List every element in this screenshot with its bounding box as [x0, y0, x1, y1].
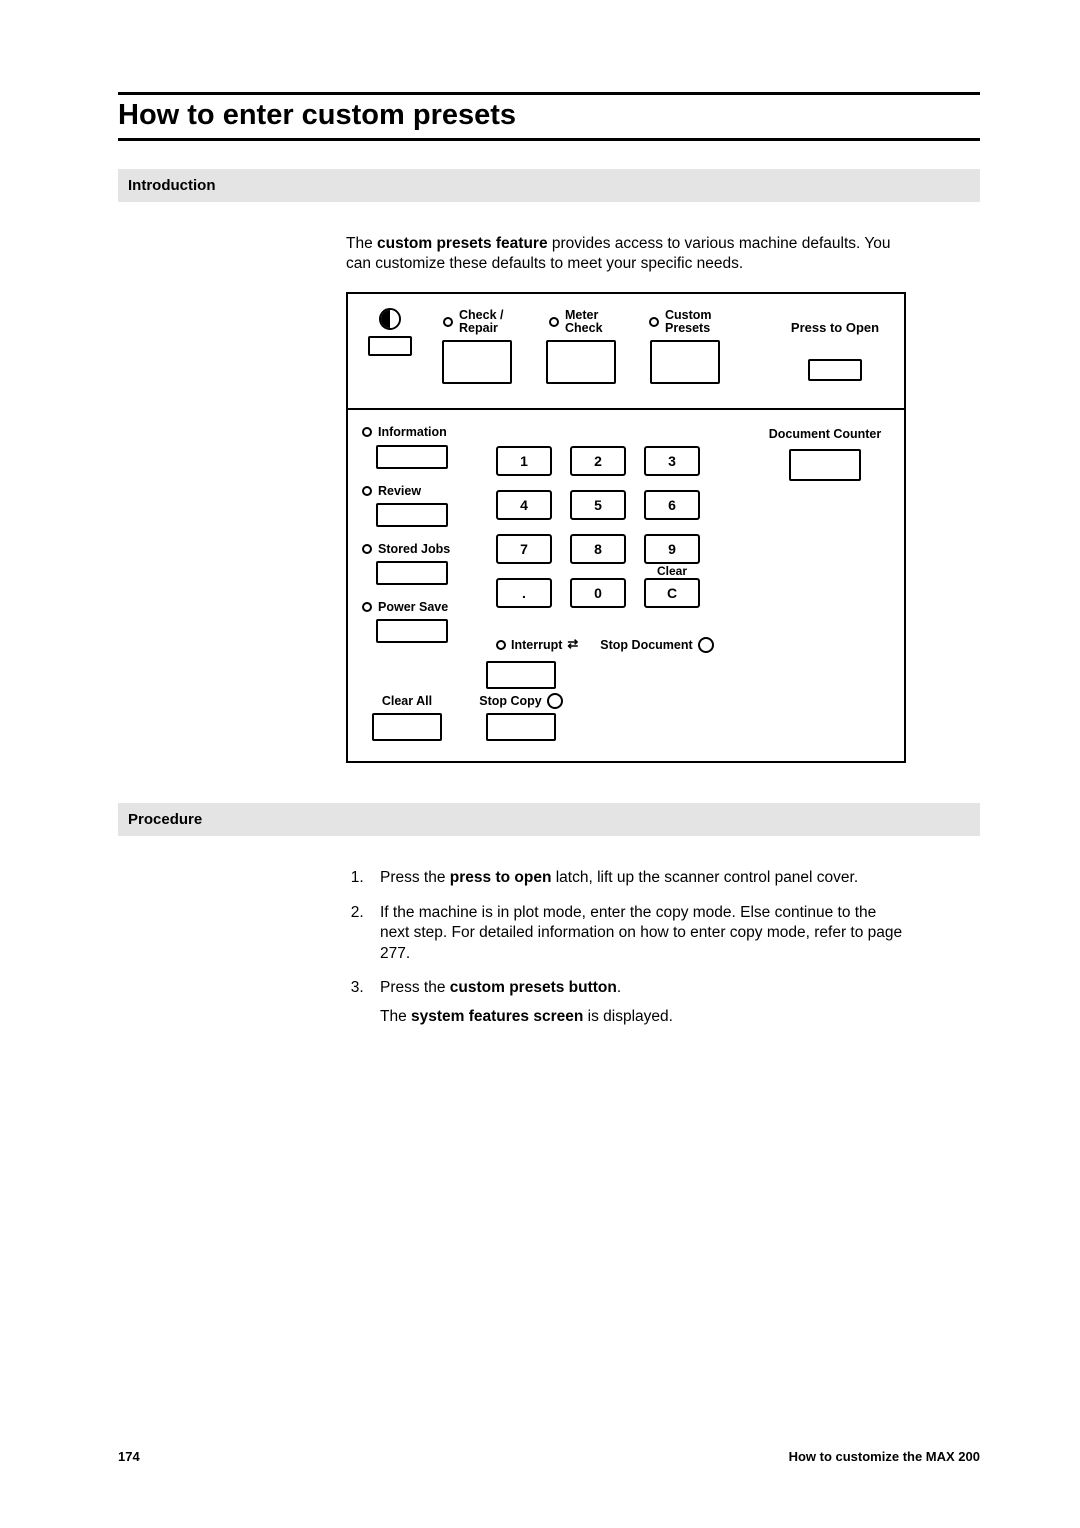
press-to-open-block: Press to Open — [780, 308, 890, 381]
stored-jobs-button[interactable] — [376, 561, 448, 585]
page-title: How to enter custom presets — [118, 99, 980, 132]
check-repair-button[interactable] — [442, 340, 512, 384]
stop-icon — [698, 637, 714, 653]
key-3[interactable]: 3 — [644, 446, 700, 476]
led-icon — [549, 317, 559, 327]
meter-check-label: Meter Check — [565, 309, 613, 335]
meter-check-block: Meter Check — [536, 308, 626, 384]
section-introduction: Introduction — [118, 169, 980, 202]
led-icon — [649, 317, 659, 327]
key-6[interactable]: 6 — [644, 490, 700, 520]
section-procedure: Procedure — [118, 803, 980, 836]
led-icon — [362, 427, 372, 437]
interrupt-icon: ⇄ — [567, 636, 578, 653]
information-label: Information — [378, 424, 447, 440]
power-save-button[interactable] — [376, 619, 448, 643]
custom-presets-button[interactable] — [650, 340, 720, 384]
procedure-step-2: If the machine is in plot mode, enter th… — [368, 903, 906, 964]
procedure-list: Press the press to open latch, lift up t… — [346, 868, 906, 1027]
press-to-open-label: Press to Open — [791, 320, 879, 337]
check-repair-label: Check / Repair — [459, 309, 511, 335]
custom-presets-label: Custom Presets — [665, 309, 721, 335]
stop-copy-label: Stop Copy — [479, 693, 563, 709]
page-number: 174 — [118, 1449, 140, 1464]
key-1[interactable]: 1 — [496, 446, 552, 476]
title-bar: How to enter custom presets — [118, 92, 980, 141]
led-icon — [496, 640, 506, 650]
clear-all-label: Clear All — [382, 693, 432, 709]
review-label: Review — [378, 483, 421, 499]
intro-paragraph: The custom presets feature provides acce… — [346, 234, 906, 274]
power-save-label: Power Save — [378, 599, 448, 615]
document-counter-display — [789, 449, 861, 481]
contrast-icon — [379, 308, 401, 330]
procedure-step-1: Press the press to open latch, lift up t… — [368, 868, 906, 888]
interrupt-label: Interrupt ⇄ — [496, 636, 578, 653]
stop-document-label: Stop Document — [600, 637, 713, 653]
led-icon — [443, 317, 453, 327]
key-2[interactable]: 2 — [570, 446, 626, 476]
contrast-button[interactable] — [368, 336, 412, 356]
procedure-step-3: Press the custom presets button. The sys… — [368, 978, 906, 1027]
press-to-open-latch[interactable] — [808, 359, 862, 381]
key-7[interactable]: 7 — [496, 534, 552, 564]
custom-presets-block: Custom Presets — [640, 308, 730, 384]
key-5[interactable]: 5 — [570, 490, 626, 520]
key-0[interactable]: 0 — [570, 578, 626, 608]
footer-title: How to customize the MAX 200 — [789, 1449, 980, 1464]
key-clear[interactable]: C — [644, 578, 700, 608]
page-footer: 174 How to customize the MAX 200 — [118, 1449, 980, 1464]
stop-copy-button[interactable] — [486, 713, 556, 741]
interrupt-button[interactable] — [486, 661, 556, 689]
stop-icon — [547, 693, 563, 709]
key-dot[interactable]: . — [496, 578, 552, 608]
led-icon — [362, 486, 372, 496]
clear-all-button[interactable] — [372, 713, 442, 741]
information-button[interactable] — [376, 445, 448, 469]
check-repair-block: Check / Repair — [432, 308, 522, 384]
led-icon — [362, 544, 372, 554]
document-counter-label: Document Counter — [769, 426, 882, 442]
numeric-keypad: 1 2 3 4 5 6 7 8 9 . 0 C — [496, 446, 746, 608]
control-panel-diagram: Check / Repair Meter Check — [346, 292, 906, 763]
key-4[interactable]: 4 — [496, 490, 552, 520]
led-icon — [362, 602, 372, 612]
contrast-block — [362, 308, 418, 356]
review-button[interactable] — [376, 503, 448, 527]
key-9[interactable]: 9 — [644, 534, 700, 564]
meter-check-button[interactable] — [546, 340, 616, 384]
stored-jobs-label: Stored Jobs — [378, 541, 450, 557]
key-8[interactable]: 8 — [570, 534, 626, 564]
